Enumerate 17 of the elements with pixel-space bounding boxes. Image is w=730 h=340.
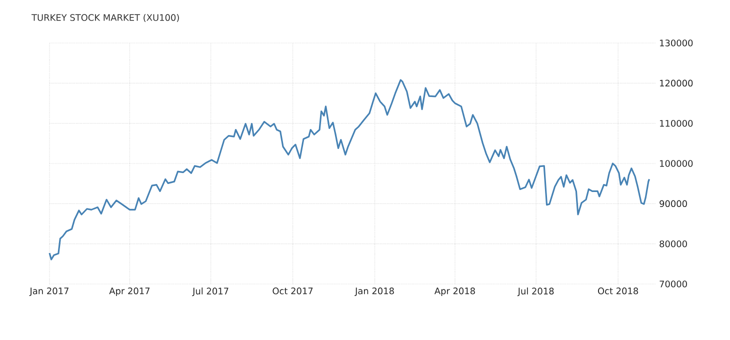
x-tick-label: Jul 2017	[192, 288, 228, 296]
y-tick-label: 70000	[660, 280, 687, 288]
x-tick-label: Jul 2018	[517, 288, 554, 296]
y-tick-label: 110000	[660, 120, 693, 127]
y-tick-label: 130000	[660, 40, 693, 46]
line-series	[48, 79, 650, 260]
chart-title: TURKEY STOCK MARKET (XU100)	[31, 14, 179, 22]
x-tick-label: Jan 2017	[29, 288, 68, 296]
x-tick-label: Apr 2018	[434, 288, 475, 296]
x-tick-label: Oct 2017	[272, 288, 313, 294]
y-tick-label: 90000	[660, 200, 687, 208]
y-tick-label: 80000	[660, 240, 687, 248]
x-tick-label: Jan 2018	[354, 288, 394, 296]
y-tick-label: 100000	[660, 160, 693, 167]
x-tick-label: Oct 2018	[598, 288, 638, 294]
x-tick-label: Apr 2017	[109, 288, 150, 296]
y-tick-label: 120000	[660, 80, 693, 87]
